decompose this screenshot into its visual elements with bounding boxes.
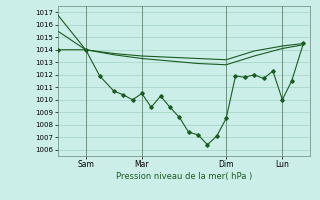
X-axis label: Pression niveau de la mer( hPa ): Pression niveau de la mer( hPa ) [116, 172, 252, 181]
